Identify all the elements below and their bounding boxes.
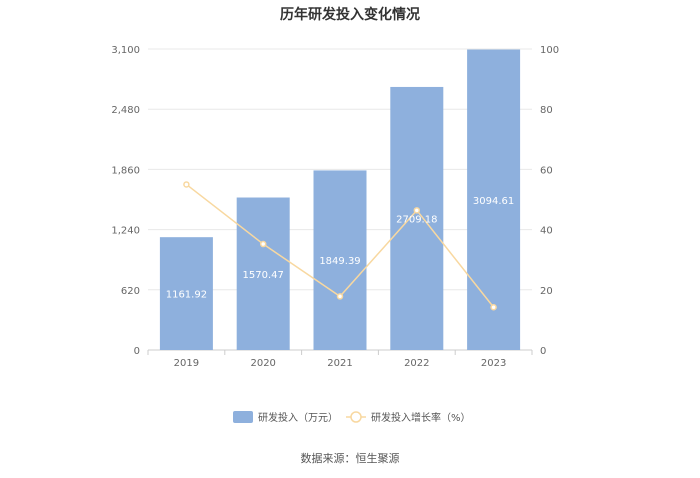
y-right-tick-label: 80 [540,105,553,116]
legend: 研发投入（万元） 研发投入增长率（%） [233,411,471,424]
chart-title: 历年研发投入变化情况 [280,6,420,23]
y-right-tick-label: 40 [540,226,553,237]
bar-value-label: 1849.39 [319,256,360,267]
y-left-tick-label: 1,240 [111,226,140,237]
x-tick-label: 2022 [404,358,429,369]
bar-value-label: 2709.18 [396,214,437,225]
bar-series [159,49,521,351]
y-left-tick-labels: 0 620 1,240 1,860 2,480 3,100 [111,45,140,357]
y-right-tick-label: 0 [540,346,546,357]
bar-data-labels: 1161.92 1570.47 1849.39 2709.18 3094.61 [166,196,515,301]
growth-rate-point [336,293,344,300]
y-right-tick-label: 100 [540,45,559,56]
growth-rate-point [413,207,421,214]
x-tick-label: 2020 [250,358,275,369]
y-left-tick-label: 620 [121,286,140,297]
y-left-tick-label: 3,100 [111,45,140,56]
y-left-tick-label: 2,480 [111,105,140,116]
growth-rate-point [490,304,497,311]
bar-value-label: 1161.92 [166,290,207,301]
growth-rate-point [259,240,267,248]
bar [313,170,367,350]
bar-value-label: 1570.47 [243,270,284,281]
x-tick-label: 2023 [481,358,506,369]
x-tick-label: 2019 [174,358,199,369]
bar [390,86,444,351]
x-tick-label: 2021 [327,358,352,369]
line-series [183,181,497,311]
y-right-tick-label: 20 [540,286,553,297]
legend-line-label: 研发投入增长率（%） [371,411,471,424]
y-right-tick-labels: 0 20 40 60 80 100 [540,45,559,357]
data-source: 数据来源：恒生聚源 [301,451,400,465]
y-right-tick-label: 60 [540,165,553,176]
bar [159,237,213,350]
y-left-tick-label: 1,860 [111,165,140,176]
legend-bar-swatch [233,411,253,423]
legend-line-marker [350,411,362,423]
bar-value-label: 3094.61 [473,196,514,207]
bar [236,197,290,350]
y-left-tick-label: 0 [134,346,140,357]
bar [467,49,521,351]
legend-bar-label: 研发投入（万元） [258,411,338,424]
growth-rate-point [183,181,190,188]
x-tick-labels: 2019 2020 2021 2022 2023 [147,350,533,369]
